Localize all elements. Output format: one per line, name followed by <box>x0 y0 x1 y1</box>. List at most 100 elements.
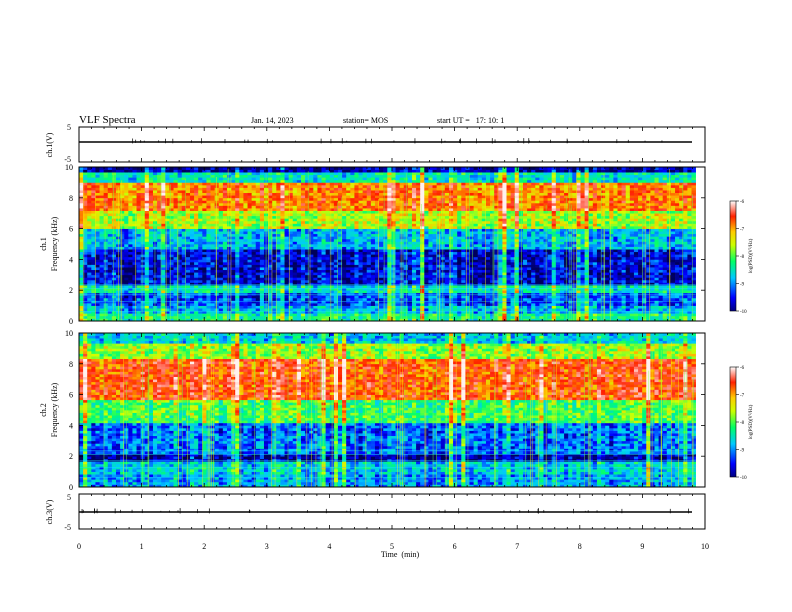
spectrogram-cell <box>107 233 113 237</box>
spectrogram-cell <box>268 292 273 296</box>
spectrogram-cell <box>379 310 384 314</box>
spectrogram-cell <box>358 274 363 278</box>
spectrogram-cell <box>239 184 244 188</box>
spectrogram-cell <box>140 315 146 319</box>
spectrogram-cell <box>395 215 400 219</box>
spectrogram-cell <box>103 174 109 178</box>
spectrogram-cell <box>387 177 392 181</box>
spectrogram-cell <box>317 213 322 217</box>
spectrogram-cell <box>387 218 392 222</box>
spectrogram-cell <box>272 205 277 209</box>
spectrogram-cell <box>251 251 257 255</box>
spectrogram-cell <box>210 172 215 176</box>
spectrogram-cell <box>259 167 265 170</box>
spectrogram-cell <box>243 177 248 181</box>
spectrogram-cell <box>144 254 150 258</box>
spectrogram-cell <box>346 261 351 265</box>
spectrogram-cell <box>342 238 347 242</box>
spectrogram-cell <box>181 238 187 242</box>
spectrogram-cell <box>325 182 331 186</box>
spectrogram-cell <box>407 295 413 299</box>
spectrogram-cell <box>362 197 368 201</box>
spectrogram-cell <box>313 318 318 322</box>
spectrogram-cell <box>111 213 117 217</box>
spectrogram-cell <box>132 308 137 312</box>
spectrogram-cell <box>116 208 121 211</box>
spectrogram-cell <box>370 182 376 186</box>
spectrogram-cell <box>255 182 261 186</box>
spectrogram-cell <box>358 318 363 322</box>
spectrogram-cell <box>239 267 244 271</box>
spectrogram-cell <box>309 210 314 214</box>
spectrogram-cell <box>399 267 405 271</box>
spectrogram-cell <box>157 174 162 178</box>
spectrogram-cell <box>128 174 133 178</box>
spectrogram-cell <box>342 177 347 181</box>
spectrogram-cell <box>210 226 215 229</box>
spectrogram-cell <box>222 238 228 242</box>
spectrogram-cell <box>276 264 281 268</box>
spectrogram-cell <box>214 205 220 209</box>
spectrogram-cell <box>300 233 306 237</box>
spectrogram-cell <box>280 310 285 314</box>
spectrogram-cell <box>91 313 96 317</box>
spectrogram-cell <box>173 251 179 255</box>
spectrogram-cell <box>214 274 220 278</box>
spectrogram-cell <box>255 269 261 273</box>
spectrogram-cell <box>83 228 88 232</box>
spectrogram-cell <box>235 190 240 194</box>
spectrogram-cell <box>387 261 392 265</box>
spectrogram-cell <box>309 200 314 204</box>
spectrogram-cell <box>288 315 294 319</box>
spectrogram-cell <box>91 223 96 227</box>
spectrogram-cell <box>333 223 339 227</box>
spectrogram-cell <box>87 233 92 237</box>
spectrogram-cell <box>395 210 400 214</box>
spectrogram-cell <box>132 233 137 237</box>
spectrogram-cell <box>366 251 372 255</box>
spectrogram-cell <box>107 267 113 271</box>
spectrogram-cell <box>383 187 388 191</box>
spectrogram-cell <box>272 269 277 273</box>
spectrogram-cell <box>255 246 261 250</box>
spectrogram-cell <box>313 269 318 273</box>
spectrogram-cell <box>222 228 228 232</box>
spectrogram-cell <box>206 197 211 201</box>
spectrogram-cell <box>280 210 285 214</box>
spectrogram-cell <box>161 190 166 194</box>
spectrogram-cell <box>243 200 248 204</box>
spectrogram-cell <box>99 241 105 245</box>
spectrogram-cell <box>337 313 343 317</box>
spectrogram-cell <box>214 308 220 312</box>
spectrogram-cell <box>165 251 170 255</box>
spectrogram-cell <box>399 244 405 247</box>
spectrogram-cell <box>395 305 400 309</box>
spectrogram-cell <box>189 241 195 245</box>
spectrogram-cell <box>284 251 289 255</box>
spectrogram-cell <box>280 287 285 291</box>
spectrogram-cell <box>383 220 388 224</box>
spectrogram-cell <box>346 231 351 235</box>
spectrogram-cell <box>329 167 335 170</box>
spectrogram-cell <box>148 167 154 170</box>
spectrogram-cell <box>83 192 88 196</box>
spectrogram-cell <box>120 228 125 232</box>
spectrogram-cell <box>107 238 113 242</box>
spectrogram-cell <box>136 279 142 283</box>
spectrogram-cell <box>296 205 302 209</box>
spectrogram-cell <box>284 202 289 206</box>
spectrogram-cell <box>169 282 174 286</box>
spectrogram-cell <box>99 279 105 283</box>
spectrogram-cell <box>95 172 100 176</box>
spectrogram-cell <box>358 308 363 312</box>
spectrogram-cell <box>226 246 232 250</box>
spectrogram-cell <box>346 267 351 271</box>
spectrogram-cell <box>116 241 121 245</box>
spectrogram-cell <box>337 305 343 309</box>
spectrogram-cell <box>111 233 117 237</box>
spectrogram-cell <box>362 202 368 206</box>
spectrogram-cell <box>342 226 347 229</box>
spectrogram-cell <box>342 202 347 206</box>
spectrogram-cell <box>407 231 413 235</box>
spectrogram-cell <box>259 264 265 268</box>
